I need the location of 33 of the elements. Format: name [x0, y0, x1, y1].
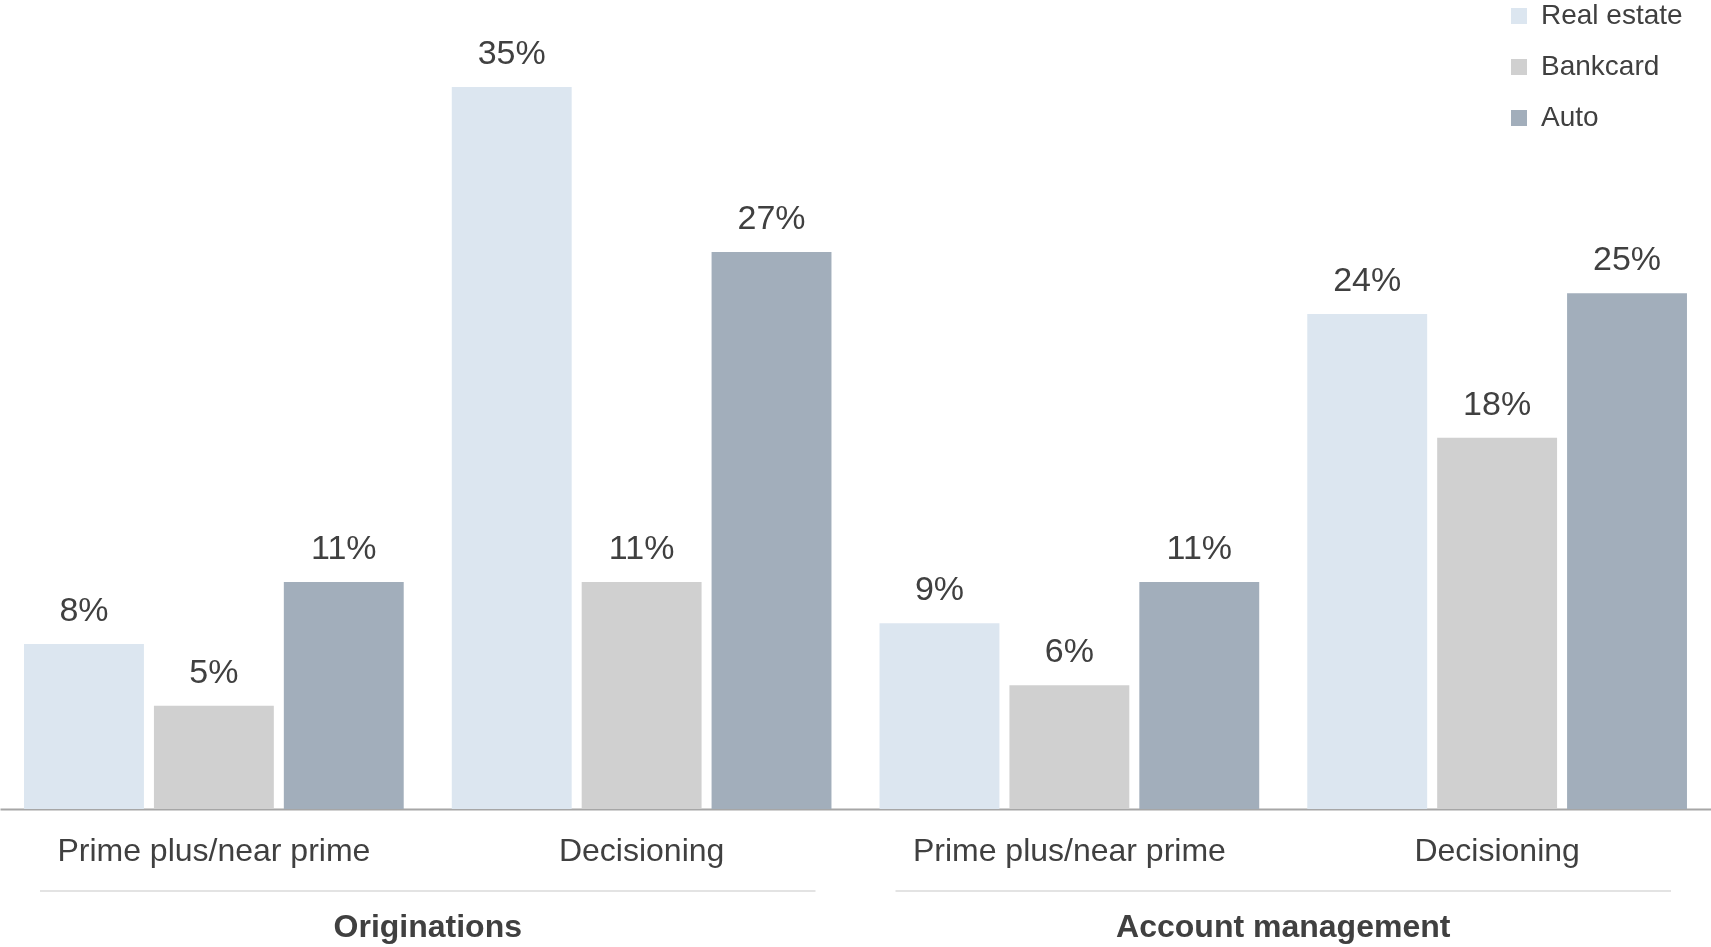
bar	[1567, 293, 1687, 809]
bar	[1139, 582, 1260, 809]
bar	[1437, 437, 1558, 809]
data-label: 11%	[311, 528, 377, 567]
data-label: 11%	[1166, 528, 1233, 567]
bar	[1307, 313, 1428, 809]
legend-label: Real estate	[1541, 0, 1683, 30]
bar	[1009, 685, 1130, 809]
data-label: 11%	[608, 528, 675, 567]
data-label: 35%	[477, 33, 546, 71]
bar	[153, 705, 274, 809]
legend-label: Bankcard	[1541, 50, 1660, 81]
bar	[24, 643, 144, 809]
data-label: 5%	[189, 651, 239, 690]
x-tick-label: Prime plus/near prime	[912, 831, 1226, 868]
x-tick-label: Decisioning	[558, 831, 725, 868]
data-label: 24%	[1333, 259, 1402, 298]
text: Originations	[333, 908, 522, 944]
data-label: 8%	[59, 589, 109, 628]
data-label: 25%	[1592, 239, 1662, 278]
bar	[711, 252, 832, 809]
data-label: 27%	[737, 198, 806, 237]
text: Account management	[1116, 908, 1451, 944]
data-label: 18%	[1463, 383, 1532, 422]
legend-label: Auto	[1541, 101, 1599, 132]
bar	[451, 87, 572, 809]
data-label: 6%	[1044, 631, 1094, 670]
bar	[581, 582, 702, 809]
x-tick-label: Prime plus/near prime	[57, 831, 371, 868]
x-tick-label: Decisioning	[1414, 831, 1580, 868]
data-label: 9%	[914, 569, 965, 608]
bar	[879, 623, 1000, 809]
bar	[283, 582, 404, 809]
